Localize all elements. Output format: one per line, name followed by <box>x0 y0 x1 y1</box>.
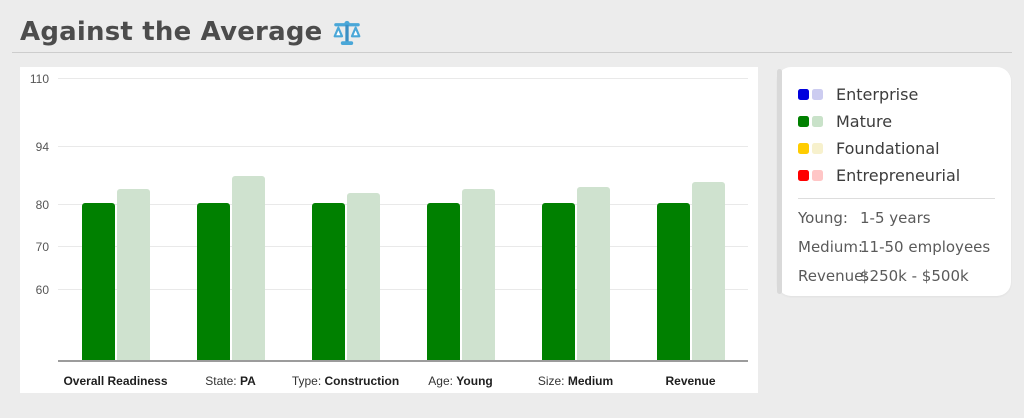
legend-label: Enterprise <box>836 85 919 104</box>
x-label-value: PA <box>239 374 256 388</box>
bar-user-score[interactable] <box>541 203 575 361</box>
x-label-prefix: Size: <box>537 374 568 388</box>
legend-swatch-light <box>812 89 823 100</box>
gridline <box>58 145 748 147</box>
bar-average[interactable] <box>346 192 380 361</box>
bar-average[interactable] <box>576 186 610 361</box>
plot-area: 110 94 80 70 60 <box>30 72 748 362</box>
x-label-value: Overall Readiness <box>63 374 168 388</box>
x-axis-label: Age: Young <box>403 374 518 388</box>
info-value: $250k - $500k <box>860 267 969 285</box>
bar-group <box>173 73 288 361</box>
gridline <box>58 246 748 248</box>
page-header: Against the Average <box>0 0 1024 52</box>
legend-swatch-solid <box>798 143 809 154</box>
x-label-value: Young <box>456 374 493 388</box>
x-label-prefix: Type: <box>291 374 325 388</box>
legend-list: Enterprise Mature Foundational Entrepreneur… <box>798 81 995 189</box>
bar-user-score[interactable] <box>656 203 690 361</box>
balance-scale-icon <box>334 20 361 45</box>
gridline <box>58 204 748 206</box>
y-tick-label: 94 <box>35 139 49 154</box>
bar-user-score[interactable] <box>81 203 115 361</box>
legend-swatch-light <box>812 116 823 127</box>
info-list: Young: 1-5 years Medium: 11-50 employees Rev… <box>798 209 995 296</box>
bar-groups <box>58 73 748 361</box>
legend-swatch-solid <box>798 89 809 100</box>
legend-label: Foundational <box>836 139 940 158</box>
info-row: Medium: 11-50 employees <box>798 238 995 267</box>
info-value: 11-50 employees <box>860 238 991 256</box>
x-label-value: Revenue <box>665 374 716 388</box>
legend-info-divider <box>798 198 995 199</box>
x-axis-label: Revenue <box>633 374 748 388</box>
y-tick-label: 70 <box>35 240 49 255</box>
x-axis-line <box>58 360 748 362</box>
bar-user-score[interactable] <box>426 203 460 361</box>
legend-row: Mature <box>798 108 995 135</box>
legend-label: Entrepreneurial <box>836 166 961 185</box>
bar-group <box>288 73 403 361</box>
info-label: Revenue: <box>798 267 869 285</box>
bar-user-score[interactable] <box>196 203 230 361</box>
info-label: Young: <box>798 209 848 227</box>
bar-group <box>633 73 748 361</box>
info-row: Young: 1-5 years <box>798 209 995 238</box>
y-tick-label: 60 <box>35 282 49 297</box>
y-tick-label: 110 <box>29 72 49 87</box>
card-left-accent <box>777 69 782 294</box>
legend-label: Mature <box>836 112 893 131</box>
page-title: Against the Average <box>20 17 323 47</box>
info-label: Medium: <box>798 238 864 256</box>
x-label-prefix: State: <box>205 374 240 388</box>
legend-row: Enterprise <box>798 81 995 108</box>
x-axis-label: Type: Construction <box>288 374 403 388</box>
x-label-value: Construction <box>324 374 400 388</box>
x-axis-label: State: PA <box>173 374 288 388</box>
header-divider <box>12 52 1012 53</box>
bar-user-score[interactable] <box>311 203 345 361</box>
legend-swatch-solid <box>798 116 809 127</box>
x-axis-label: Overall Readiness <box>58 374 173 388</box>
legend-row: Foundational <box>798 135 995 162</box>
x-label-value: Medium <box>567 374 614 388</box>
x-label-prefix: Age: <box>428 374 457 388</box>
legend-card: Enterprise Mature Foundational Entrepreneur… <box>777 67 1011 296</box>
bar-group <box>403 73 518 361</box>
gridline <box>58 78 748 80</box>
x-axis-labels: Overall Readiness State: PA Type: Construc… <box>58 374 748 388</box>
bar-group <box>518 73 633 361</box>
info-value: 1-5 years <box>860 209 931 227</box>
bar-average[interactable] <box>231 176 265 361</box>
legend-row: Entrepreneurial <box>798 162 995 189</box>
legend-swatch-light <box>812 143 823 154</box>
bar-group <box>58 73 173 361</box>
bar-average[interactable] <box>116 188 150 361</box>
legend-swatch-light <box>812 170 823 181</box>
info-row: Revenue: $250k - $500k <box>798 267 995 296</box>
y-tick-label: 80 <box>35 198 49 213</box>
chart-panel: 110 94 80 70 60 Overall Readiness State: PA Ty… <box>20 67 758 393</box>
x-axis-label: Size: Medium <box>518 374 633 388</box>
bar-average[interactable] <box>461 188 495 361</box>
gridline <box>58 288 748 290</box>
legend-swatch-solid <box>798 170 809 181</box>
bar-average[interactable] <box>691 182 725 361</box>
